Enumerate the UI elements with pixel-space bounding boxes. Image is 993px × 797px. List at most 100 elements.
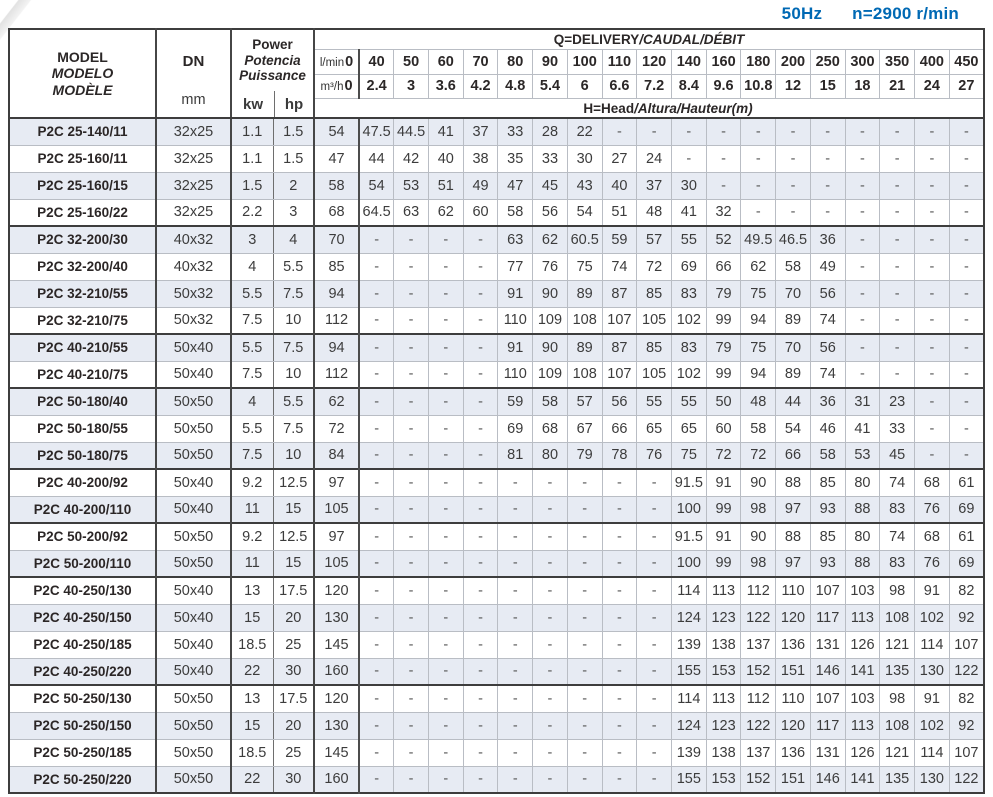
lmin-flow-value: 160: [705, 48, 742, 75]
head-value-cell: -: [948, 414, 985, 443]
m3h-flow-value: 3.6: [427, 73, 464, 100]
head-value-cell: 41: [844, 414, 881, 443]
head-value-cell: -: [358, 441, 395, 470]
model-cell: P2C 50-200/92: [8, 522, 157, 551]
head-value-cell: 37: [636, 171, 672, 200]
head-value-cell: -: [532, 684, 568, 713]
head-value-cell: -: [844, 360, 881, 389]
head-value-cell: 87: [601, 333, 638, 362]
lmin-flow-value: 450: [948, 48, 985, 75]
head-value-cell: 53: [393, 171, 429, 200]
head-value-cell: 109: [532, 360, 568, 389]
pump-model-row: P2C 50-200/110 50x50 11 15 105- - - - - - - - -100 99…: [8, 549, 985, 578]
pump-model-row: P2C 50-180/55 50x50 5.5 7.5 72- - - -69 68 67 66 65…: [8, 414, 985, 443]
head-value-cell: 108: [879, 711, 916, 740]
head-value-cell: 70: [775, 279, 811, 308]
head-value-cell: 91: [497, 279, 534, 308]
power-hp-cell: 10: [272, 306, 316, 335]
head-value-cell: -: [601, 765, 638, 794]
power-kw-cell: 5.5: [230, 414, 274, 443]
head-value-cell: -: [914, 387, 950, 416]
pump-model-row: P2C 25-160/11 32x25 1.1 1.5 47 44 42 40 38 35 33 30…: [8, 144, 985, 173]
head-value-cell: 66: [775, 441, 811, 470]
power-hp-cell: 12.5: [272, 522, 316, 551]
lmin-flow-value: 50: [393, 48, 429, 75]
head-at-zero-cell: 97: [313, 522, 361, 551]
head-value-cell: 88: [844, 495, 881, 524]
head-value-cell: -: [462, 576, 499, 605]
head-value-cell: 105: [636, 306, 672, 335]
power-hp-cell: 2: [272, 171, 316, 200]
delivery-title-main: Q=DELIVERY: [553, 31, 640, 47]
head-value-cell: -: [601, 630, 638, 659]
table-body: P2C 25-140/11 32x25 1.1 1.5 54 47.5 44.5 41 37 33…: [8, 117, 985, 794]
dn-cell: 50x40: [155, 495, 232, 524]
head-value-cell: 59: [497, 387, 534, 416]
power-hp-cell: 10: [272, 360, 316, 389]
head-value-cell: -: [740, 144, 777, 173]
m3h-flow-value: 7.2: [636, 73, 672, 100]
head-at-zero-cell: 68: [313, 198, 361, 227]
head-value-cell: -: [948, 225, 985, 254]
head-value-cell: 62: [427, 198, 464, 227]
m3h-flow-value: 6.6: [601, 73, 638, 100]
head-value-cell: 30: [670, 171, 707, 200]
head-value-cell: 151: [775, 765, 811, 794]
head-value-cell: 53: [844, 441, 881, 470]
head-value-cell: -: [427, 684, 464, 713]
dn-cell: 50x40: [155, 630, 232, 659]
head-value-cell: 56: [532, 198, 568, 227]
head-value-cell: -: [427, 279, 464, 308]
head-value-cell: 107: [809, 576, 846, 605]
pump-performance-table-wrapper: MODEL MODELO MODÈLE DN mm Power Potencia…: [8, 28, 985, 794]
power-kw-cell: 5.5: [230, 333, 274, 362]
head-value-cell: 99: [705, 549, 742, 578]
head-value-cell: 36: [809, 225, 846, 254]
head-value-cell: 100: [670, 495, 707, 524]
head-value-cell: 136: [775, 630, 811, 659]
head-value-cell: -: [427, 630, 464, 659]
head-value-cell: 58: [497, 198, 534, 227]
head-value-cell: 112: [740, 684, 777, 713]
head-value-cell: 83: [879, 495, 916, 524]
head-value-cell: 83: [670, 279, 707, 308]
head-value-cell: 139: [670, 630, 707, 659]
head-value-cell: 107: [809, 684, 846, 713]
model-column-header: MODEL MODELO MODÈLE: [8, 28, 157, 119]
head-value-cell: -: [427, 333, 464, 362]
power-hp-cell: 30: [272, 765, 316, 794]
model-cell: P2C 40-210/75: [8, 360, 157, 389]
head-value-cell: 54: [775, 414, 811, 443]
head-value-cell: 46: [809, 414, 846, 443]
head-value-cell: -: [393, 522, 429, 551]
m3h-zero-cell: m³/h 0: [313, 73, 361, 100]
model-cell: P2C 32-210/55: [8, 279, 157, 308]
head-value-cell: 64.5: [358, 198, 395, 227]
pump-model-row: P2C 25-160/15 32x25 1.5 2 58 54 53 51 49 47 45 43 40…: [8, 171, 985, 200]
head-value-cell: 74: [879, 522, 916, 551]
lmin-unit-label: l/min: [319, 56, 345, 69]
power-kw-cell: 22: [230, 657, 274, 686]
head-value-cell: 45: [532, 171, 568, 200]
lmin-flow-value: 350: [879, 48, 916, 75]
pump-model-row: P2C 50-200/92 50x50 9.2 12.5 97- - - - - - - - -91.5…: [8, 522, 985, 551]
head-value-cell: -: [636, 711, 672, 740]
power-kw-cell: 2.2: [230, 198, 274, 227]
head-value-cell: -: [914, 225, 950, 254]
dn-cell: 40x32: [155, 252, 232, 281]
head-at-zero-cell: 160: [313, 657, 361, 686]
head-value-cell: 110: [775, 684, 811, 713]
head-value-cell: -: [358, 495, 395, 524]
dn-cell: 50x50: [155, 414, 232, 443]
head-value-cell: -: [532, 711, 568, 740]
pump-model-row: P2C 40-250/130 50x40 13 17.5 120- - - - - - - - -114…: [8, 576, 985, 605]
head-value-cell: 57: [566, 387, 603, 416]
pump-model-row: P2C 32-200/30 40x32 3 4 70- - - -63 62 60.5 59 57 55…: [8, 225, 985, 254]
head-value-cell: 82: [948, 684, 985, 713]
head-value-cell: 89: [566, 333, 603, 362]
m3h-flow-value: 6: [566, 73, 603, 100]
head-value-cell: 79: [705, 333, 742, 362]
model-cell: P2C 40-250/150: [8, 603, 157, 632]
head-value-cell: -: [809, 117, 846, 146]
head-value-cell: -: [427, 414, 464, 443]
